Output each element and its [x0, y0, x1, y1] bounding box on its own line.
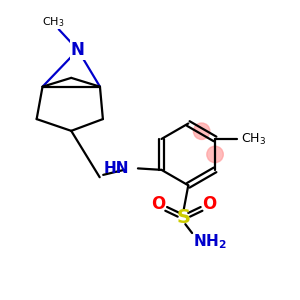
Text: O: O [151, 196, 165, 214]
Text: $\mathregular{CH_3}$: $\mathregular{CH_3}$ [43, 15, 65, 29]
Circle shape [194, 123, 210, 140]
Text: O: O [202, 196, 217, 214]
Text: S: S [177, 208, 191, 227]
Circle shape [207, 146, 223, 163]
Text: $\mathregular{CH_3}$: $\mathregular{CH_3}$ [241, 131, 266, 146]
Text: $\mathregular{NH_2}$: $\mathregular{NH_2}$ [193, 232, 227, 251]
Text: HN: HN [103, 161, 129, 176]
Text: N: N [71, 41, 85, 59]
